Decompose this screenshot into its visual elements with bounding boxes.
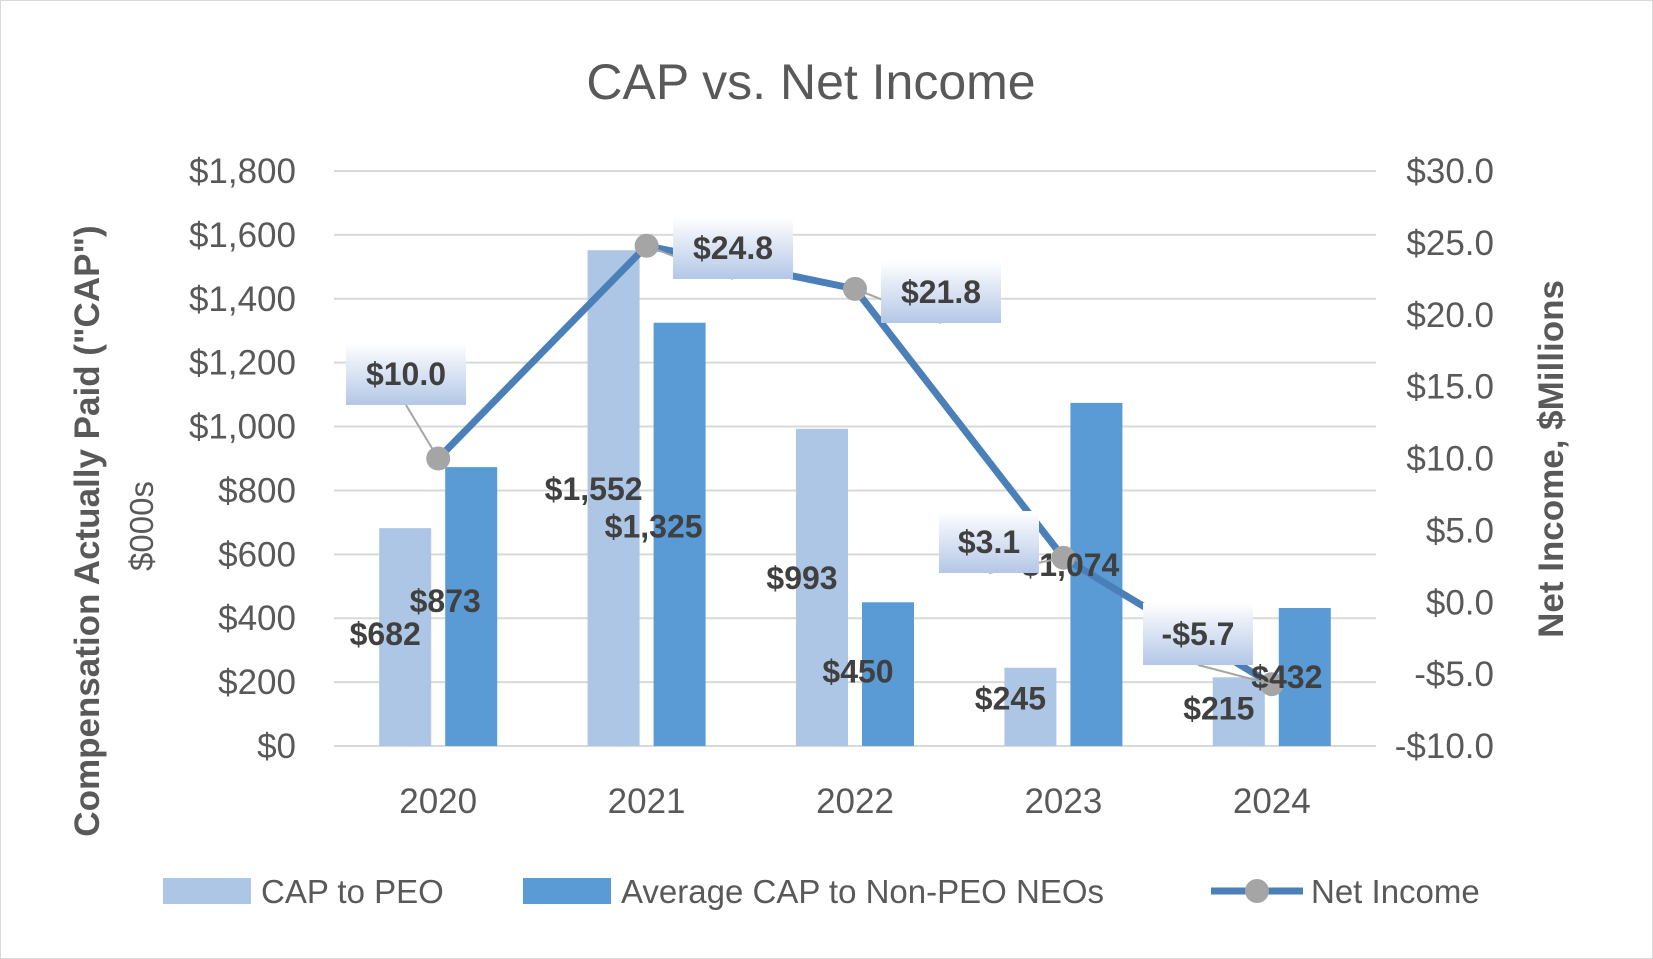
legend: CAP to PEO Average CAP to Non-PEO NEOs Net… [163,873,1480,910]
net-income-label-box [673,217,793,279]
y-axis-left-tick-label: $1,600 [189,216,296,255]
net-income-label-box [939,511,1039,573]
legend-swatch-cap-to-peo [163,878,251,904]
legend-label-net-income: Net Income [1311,873,1480,910]
bar-cap-to-peo [796,428,848,746]
axis-layer: $0 $200 $400 $600 $800 $1,000 $1,200 $1,400 $1,6… [189,152,1494,821]
net-income-label-box [1143,603,1253,665]
net-income-data-label: -$5.7 [1162,616,1235,652]
legend-label-cap-to-peo: CAP to PEO [261,873,444,910]
bar-avg-cap-non-peo [1278,608,1331,746]
y-axis-left-tick-label: $200 [218,663,296,702]
y-axis-left-tick-label: $1,400 [189,280,296,319]
y-axis-left-tick-label: $600 [218,535,296,574]
bar-label-avg-cap-non-peo: $450 [822,653,893,689]
bar-cap-to-peo [1212,677,1265,746]
net-income-data-label: $10.0 [366,356,446,392]
y-axis-right-tick-label: $30.0 [1406,152,1494,191]
y-axis-left-tick-label: $800 [218,471,296,510]
bar-label-avg-cap-non-peo: $1,325 [605,509,703,545]
bar-label-cap-to-peo: $215 [1183,690,1254,726]
bar-cap-to-peo [1004,667,1057,746]
bar-layer [379,250,1331,746]
y-axis-right-tick-label: $0.0 [1426,583,1494,622]
bar-label-cap-to-peo: $682 [350,616,421,652]
x-axis-tick-label: 2023 [1024,782,1102,821]
y-axis-left-units: $000s [123,481,160,571]
y-axis-left-tick-label: $0 [257,727,296,766]
bar-label-cap-to-peo: $245 [975,681,1046,717]
y-axis-right-title: Net Income, $Millions [1532,280,1571,638]
x-axis-tick-label: 2021 [608,782,686,821]
legend-swatch-net-income-marker [1245,879,1269,903]
net-income-label-box [346,343,466,405]
y-axis-right-tick-label: $15.0 [1406,368,1494,407]
net-income-data-label: $24.8 [693,230,773,266]
gridlines [334,170,1376,747]
net-income-data-label: $3.1 [958,524,1020,560]
legend-swatch-avg-cap-non-peo [523,878,611,904]
y-axis-left-tick-label: $1,000 [189,408,296,447]
y-axis-right-tick-label: $10.0 [1406,440,1494,479]
bar-label-cap-to-peo: $993 [766,560,837,596]
net-income-leader-line [1197,664,1273,686]
bar-label-cap-to-peo: $1,552 [545,471,643,507]
net-income-leader-line [405,404,440,460]
bar-cap-to-peo [379,528,432,746]
y-axis-right-tick-label: -$5.0 [1414,655,1494,694]
y-axis-right-tick-label: $20.0 [1406,296,1494,335]
y-axis-left-tick-label: $400 [218,599,296,638]
x-axis-tick-label: 2024 [1233,782,1311,821]
net-income-data-label: $21.8 [901,274,981,310]
y-axis-left-tick-label: $1,800 [189,152,296,191]
y-axis-left-title: Compensation Actually Paid ("CAP") [68,225,107,836]
data-label-layer: $682$873$1,552$1,325$993$450$245$1,074$2… [346,217,1322,726]
bar-avg-cap-non-peo [862,602,914,746]
y-axis-right-tick-label: $5.0 [1426,511,1494,550]
bar-avg-cap-non-peo [445,467,498,746]
chart-title: CAP vs. Net Income [586,54,1035,110]
bar-cap-to-peo [587,250,640,746]
legend-label-avg-cap-non-peo: Average CAP to Non-PEO NEOs [621,873,1104,910]
net-income-label-box [881,261,1001,323]
y-axis-right-tick-label: $25.0 [1406,224,1494,263]
bar-label-avg-cap-non-peo: $432 [1251,659,1322,695]
x-axis-tick-label: 2022 [816,782,894,821]
y-axis-right-tick-label: -$10.0 [1395,727,1494,766]
bar-avg-cap-non-peo [653,322,706,746]
x-axis-tick-label: 2020 [399,782,477,821]
y-axis-left-tick-label: $1,200 [189,344,296,383]
bar-label-avg-cap-non-peo: $873 [410,583,481,619]
